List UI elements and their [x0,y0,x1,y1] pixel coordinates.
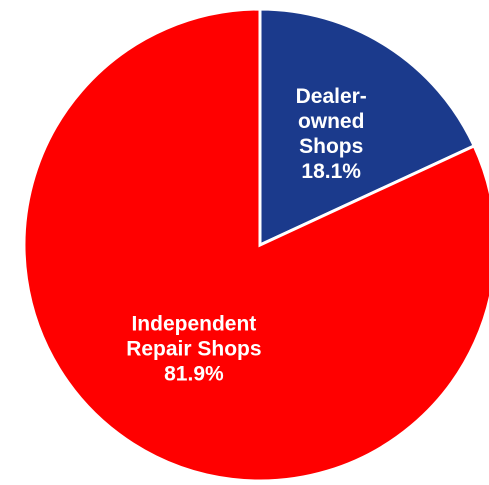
pie-slice-label-line: 18.1% [301,160,361,183]
pie-slice-1 [258,7,477,248]
pie-slice-label-2: Independent Repair Shops 81.9% [126,312,261,385]
pie-slice-label-line: Shops [299,135,363,158]
pie-labels: Dealer-owned Shops 18.1% Independent Repair … [126,85,367,385]
pie-slices [22,7,489,483]
pie-slice-label-1: Dealer-owned Shops 18.1% [296,85,367,183]
pie-slice-2 [22,7,489,483]
pie-slice-label-line: Dealer- [296,85,367,108]
pie-slice-label-line: Independent [131,312,256,335]
pie-slice-label-line: Repair Shops [126,337,261,360]
pie-slice-label-line: 81.9% [164,362,224,385]
pie-slice-label-line: owned [298,110,365,133]
